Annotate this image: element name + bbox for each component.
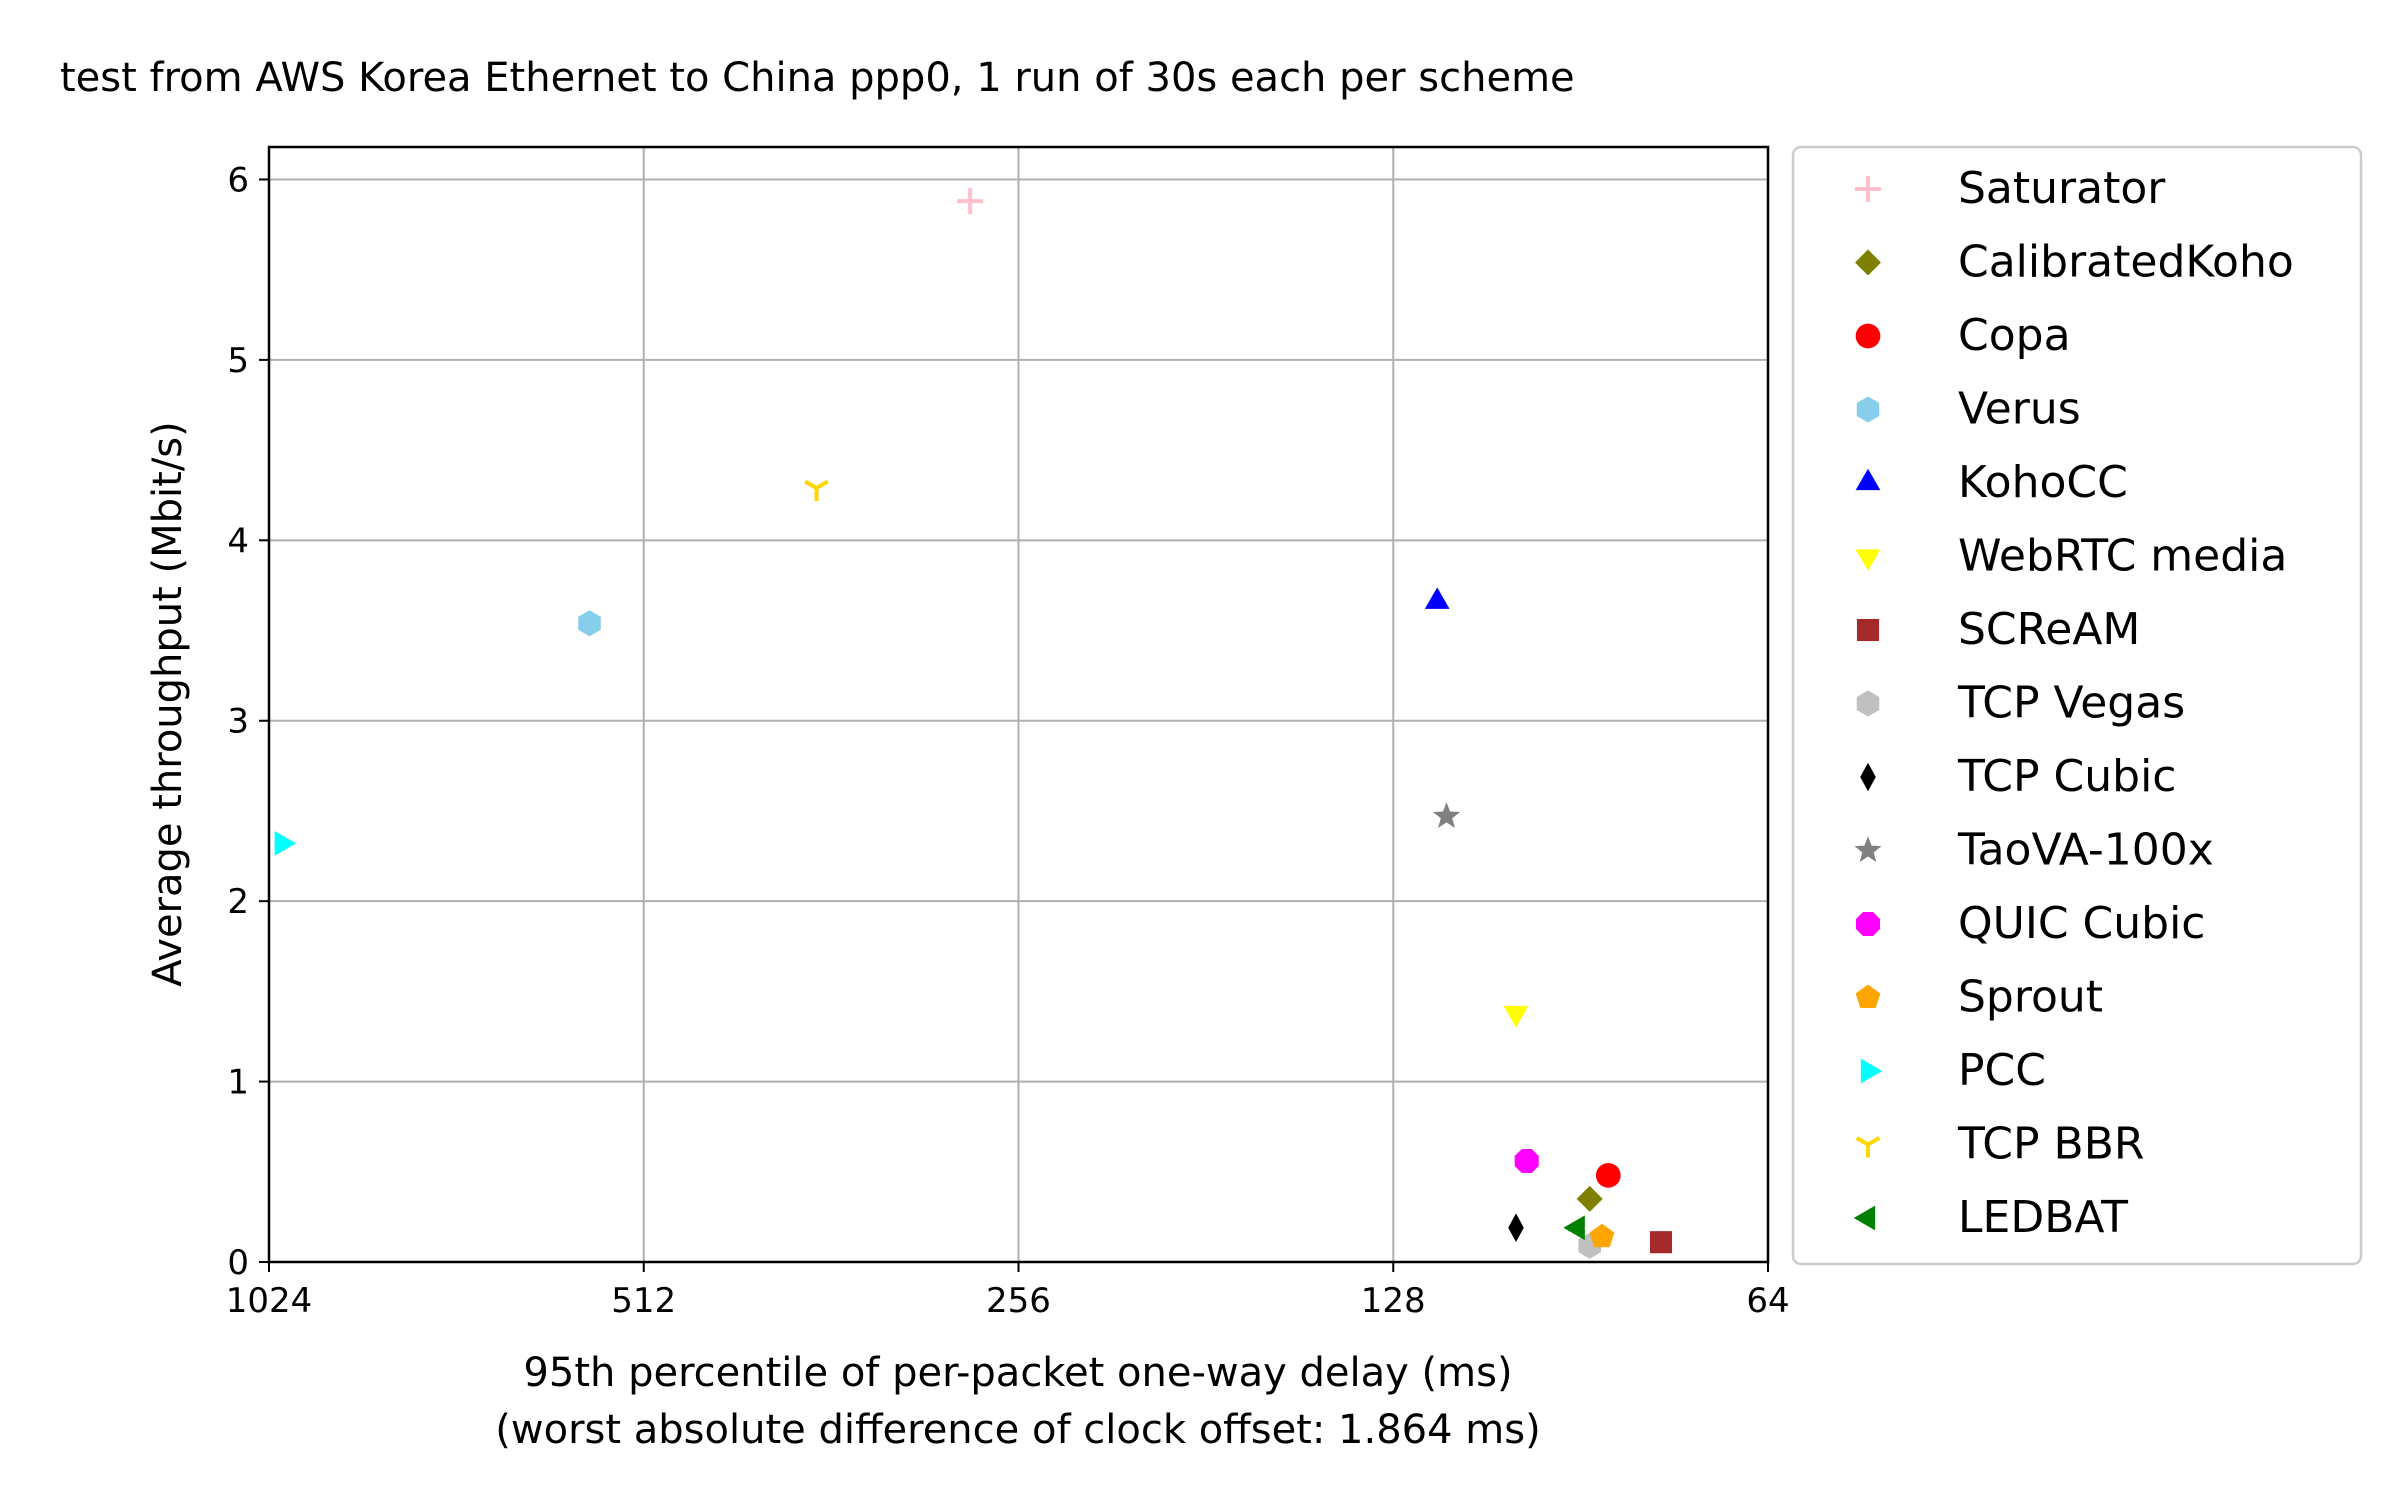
legend-item-quic-cubic: QUIC Cubic <box>1855 898 2205 949</box>
legend-marker <box>1855 984 1881 1009</box>
x-tick-label: 256 <box>986 1281 1051 1321</box>
x-tick-label: 1024 <box>226 1281 313 1321</box>
legend-label: TCP Vegas <box>1957 678 2185 729</box>
legend-item-tcp-bbr: TCP BBR <box>1855 1119 2144 1170</box>
legend-item-calibratedkoho: CalibratedKoho <box>1855 237 2294 288</box>
x-tick-label: 128 <box>1361 1281 1426 1321</box>
legend-item-kohocc: KohoCC <box>1855 457 2128 508</box>
legend-label: TaoVA-100x <box>1957 825 2214 876</box>
point-kohocc <box>1424 587 1450 609</box>
point-quic-cubic <box>1514 1148 1539 1174</box>
legend-item-scream: SCReAM <box>1856 604 2140 655</box>
y-tick-label: 0 <box>227 1243 249 1283</box>
legend-label: SCReAM <box>1958 604 2140 655</box>
point-sprout <box>1589 1223 1615 1248</box>
legend-marker <box>1855 323 1881 349</box>
legend-marker <box>1854 836 1882 863</box>
y-tick-label: 4 <box>227 521 249 561</box>
legend-label: TCP Cubic <box>1957 751 2177 802</box>
x-axis-sublabel: (worst absolute difference of clock offs… <box>495 1407 1540 1453</box>
point-webrtc-media <box>1503 1005 1529 1028</box>
point-saturator <box>957 188 984 215</box>
point-pcc <box>274 831 297 856</box>
legend-item-copa: Copa <box>1855 310 2071 361</box>
point-copa <box>1595 1163 1621 1188</box>
legend-label: CalibratedKoho <box>1958 237 2294 288</box>
legend-item-tcp-vegas: TCP Vegas <box>1856 678 2185 729</box>
legend-item-pcc: PCC <box>1860 1045 2046 1096</box>
legend-marker <box>1856 618 1880 642</box>
legend-frame <box>1791 145 2363 1266</box>
legend-label: LEDBAT <box>1958 1192 2128 1243</box>
legend-items: Saturator CalibratedKoho Copa Verus KohoCC We… <box>1853 163 2294 1243</box>
point-taova-100x <box>1432 802 1461 828</box>
legend-marker <box>1860 762 1876 792</box>
legend-marker <box>1855 176 1881 202</box>
legend-marker <box>1856 396 1880 423</box>
y-tick-label: 6 <box>227 160 249 200</box>
chart-title: test from AWS Korea Ethernet to China pp… <box>60 55 1575 101</box>
legend-marker <box>1855 468 1881 491</box>
legend-label: QUIC Cubic <box>1958 898 2205 949</box>
x-tick-label: 64 <box>1746 1281 1789 1321</box>
legend-item-taova-100x: TaoVA-100x <box>1854 825 2214 876</box>
legend-label: TCP BBR <box>1957 1119 2144 1170</box>
legend-label: PCC <box>1958 1045 2046 1096</box>
point-tcp-cubic <box>1508 1213 1524 1242</box>
x-axis-label: 95th percentile of per-packet one-way de… <box>523 1350 1512 1396</box>
legend-item-verus: Verus <box>1856 384 2081 435</box>
point-tcp-bbr <box>804 479 829 501</box>
legend-marker <box>1855 911 1881 937</box>
y-tick-label: 5 <box>227 341 249 381</box>
legend-item-sprout: Sprout <box>1855 972 2103 1023</box>
point-scream <box>1649 1231 1673 1254</box>
x-axis-ticks: 1024 512 256 128 64 <box>226 1262 1790 1321</box>
legend-label: Saturator <box>1958 163 2166 214</box>
legend-marker <box>1860 1058 1883 1084</box>
legend-label: KohoCC <box>1958 457 2128 508</box>
legend-marker <box>1853 1205 1876 1231</box>
x-tick-label: 512 <box>611 1281 676 1321</box>
y-tick-label: 2 <box>227 882 249 922</box>
legend-marker <box>1856 690 1880 717</box>
legend-item-saturator: Saturator <box>1855 163 2166 214</box>
legend-label: Verus <box>1958 384 2081 435</box>
data-points <box>274 188 1673 1259</box>
legend-marker <box>1855 549 1881 571</box>
grid-lines <box>269 147 1768 1262</box>
y-tick-label: 3 <box>227 702 249 742</box>
legend-item-tcp-cubic: TCP Cubic <box>1860 751 2177 802</box>
legend: Saturator CalibratedKoho Copa Verus KohoCC We… <box>1791 145 2363 1266</box>
legend-item-webrtc-media: WebRTC media <box>1855 531 2287 582</box>
legend-marker <box>1855 1136 1881 1158</box>
legend-label: Sprout <box>1958 972 2103 1023</box>
legend-label: WebRTC media <box>1958 531 2287 582</box>
point-calibratedkoho <box>1576 1185 1603 1212</box>
y-tick-label: 1 <box>227 1063 249 1103</box>
legend-label: Copa <box>1958 310 2071 361</box>
legend-marker <box>1855 249 1881 276</box>
legend-item-ledbat: LEDBAT <box>1853 1192 2128 1243</box>
point-ledbat <box>1563 1215 1585 1241</box>
y-axis-label: Average throughput (Mbit/s) <box>145 421 191 987</box>
y-axis-ticks: 0 1 2 3 4 5 6 <box>227 160 269 1283</box>
point-verus <box>578 610 601 637</box>
